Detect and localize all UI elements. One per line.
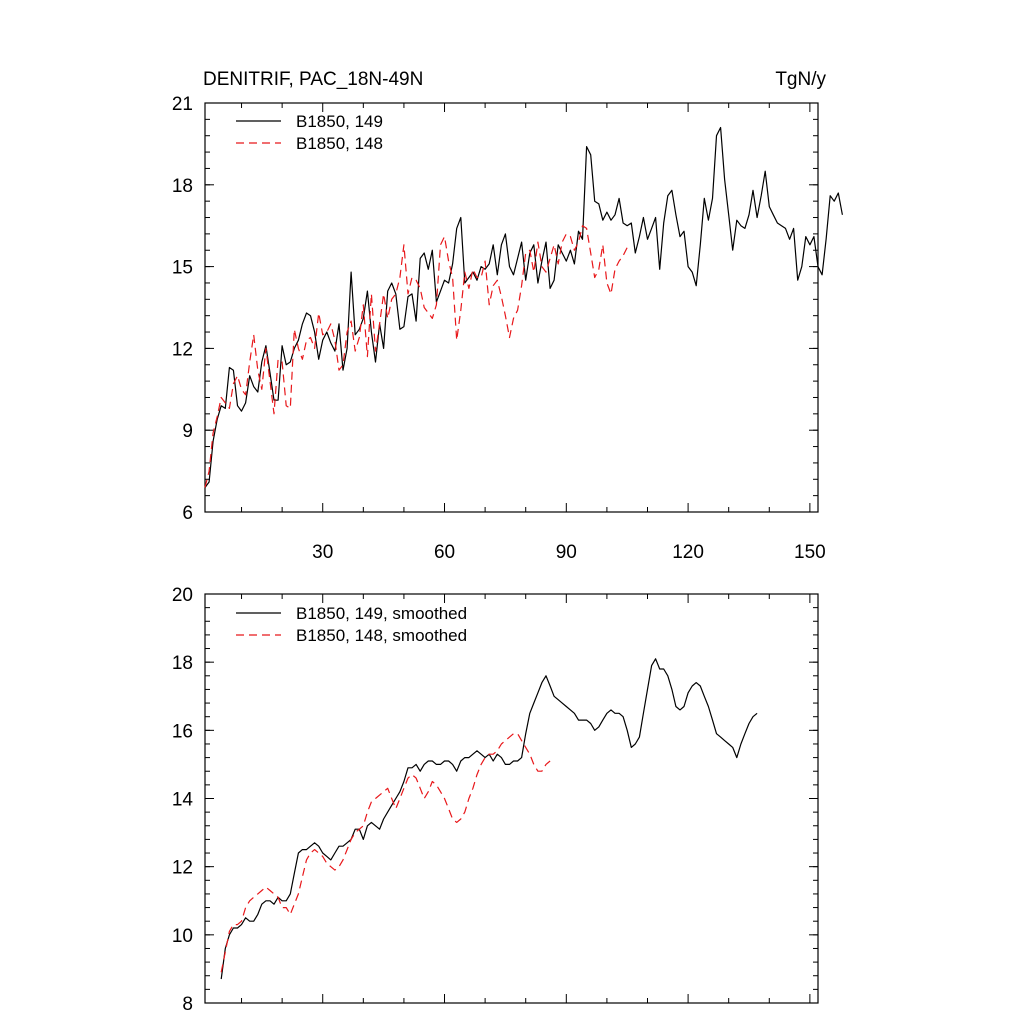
bottom-series-line-1 [220,733,551,973]
top-ytick-label: 18 [172,176,193,197]
top-series-group [204,126,843,488]
bottom-ytick-label: 18 [172,653,193,674]
top-tick-group: 6 9 12 15 18 21 30 60 90 120 150 [172,94,826,563]
bottom-ytick-label: 10 [172,926,193,947]
top-panel: DENITRIF, PAC_18N-49N TgN/y 6 9 12 15 18 21 30… [172,69,843,563]
bottom-ytick-label: 20 [172,585,193,606]
bottom-ytick-label: 14 [172,790,194,811]
bottom-panel: 8 10 12 14 16 18 20 B1850, 149, smoothed B1850… [172,585,819,1015]
top-xtick-label: 150 [794,542,826,563]
top-ytick-label: 21 [172,94,193,115]
bottom-tick-group: 8 10 12 14 16 18 20 [172,585,818,1015]
top-xtick-label: 120 [672,542,704,563]
top-ytick-label: 15 [172,258,193,279]
legend-label-148-smoothed: B1850, 148, smoothed [296,626,467,645]
top-xtick-label: 30 [312,542,333,563]
top-legend: B1850, 149 B1850, 148 [236,112,383,153]
top-xtick-label: 90 [556,542,577,563]
top-ytick-label: 12 [172,339,193,360]
legend-label-149-smoothed: B1850, 149, smoothed [296,604,467,623]
chart-title: DENITRIF, PAC_18N-49N [203,69,423,90]
legend-label-149: B1850, 149 [296,112,383,131]
top-plot-frame [204,102,819,513]
top-xtick-label: 60 [434,542,455,563]
bottom-series-group [220,658,758,980]
top-ytick-label: 9 [182,421,193,442]
legend-label-148: B1850, 148 [296,134,383,153]
bottom-plot-frame [204,593,819,1004]
top-ytick-label: 6 [182,503,193,524]
bottom-ytick-label: 8 [182,994,193,1015]
units-label: TgN/y [775,69,826,90]
top-series-line-0 [204,126,843,488]
bottom-ytick-label: 16 [172,721,193,742]
bottom-ytick-label: 12 [172,858,193,879]
bottom-legend: B1850, 149, smoothed B1850, 148, smoothe… [236,604,467,645]
top-series-line-1 [204,225,628,488]
bottom-series-line-0 [220,658,758,980]
